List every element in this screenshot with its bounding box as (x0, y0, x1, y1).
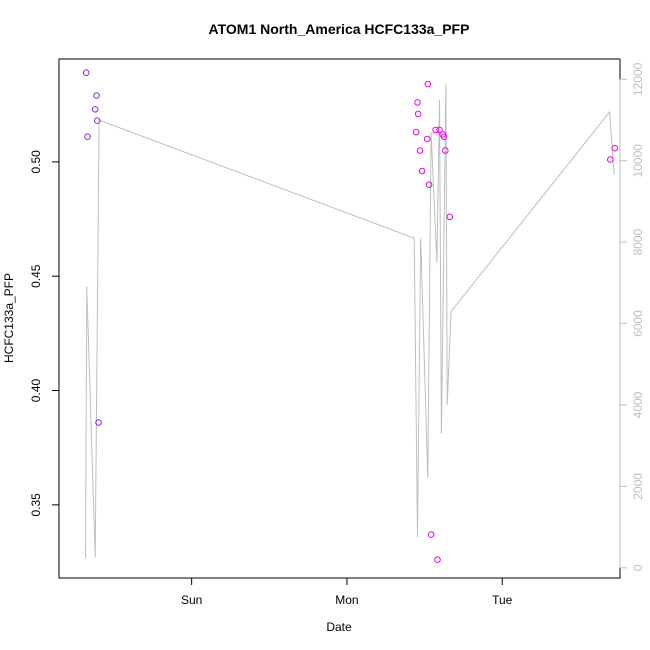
data-point (446, 213, 454, 221)
data-point (91, 106, 99, 113)
y2-tick-label: 6000 (631, 310, 645, 337)
data-point (412, 128, 420, 136)
data-point (418, 167, 426, 175)
x-axis-label: Date (326, 620, 352, 634)
data-point (440, 133, 448, 140)
data-point (607, 156, 614, 163)
data-point (93, 117, 101, 124)
y-tick-label: 0.50 (29, 150, 43, 174)
data-point (425, 181, 433, 188)
x-axis: Sun Mon Tue (181, 577, 513, 607)
points-series (82, 69, 619, 564)
data-point (424, 80, 432, 88)
y2-tick-label: 12000 (631, 62, 645, 96)
x-tick-label: Mon (335, 593, 358, 607)
chart-title: ATOM1 North_America HCFC133a_PFP (209, 21, 470, 37)
data-point (611, 144, 619, 152)
data-point (436, 126, 443, 134)
data-point (82, 69, 90, 76)
data-point (434, 556, 441, 564)
line-series (85, 83, 615, 558)
y2-tick-label: 8000 (631, 229, 645, 256)
data-point (427, 531, 435, 538)
y2-tick-label: 4000 (631, 391, 645, 418)
data-point (416, 147, 424, 154)
data-point (93, 92, 100, 99)
y-axis-right: 0 2000 4000 6000 8000 10000 12000 (619, 62, 645, 571)
x-tick-label: Tue (492, 593, 513, 607)
data-point (414, 99, 421, 106)
y-axis-label: HCFC133a_PFP (2, 273, 16, 363)
y-tick-label: 0.40 (29, 379, 43, 403)
y-tick-label: 0.45 (29, 264, 43, 288)
x-tick-label: Sun (181, 593, 202, 607)
data-point (414, 110, 422, 118)
data-point (432, 126, 439, 134)
y-tick-label: 0.35 (29, 493, 43, 517)
y2-tick-label: 2000 (631, 473, 645, 500)
series-line (85, 83, 615, 558)
data-point (84, 133, 91, 140)
data-point (423, 135, 431, 143)
y2-tick-label: 10000 (631, 144, 645, 178)
data-point (442, 147, 449, 154)
data-point (95, 419, 102, 426)
y-axis-left: 0.35 0.40 0.45 0.50 (29, 150, 60, 517)
y2-tick-label: 0 (631, 564, 645, 571)
